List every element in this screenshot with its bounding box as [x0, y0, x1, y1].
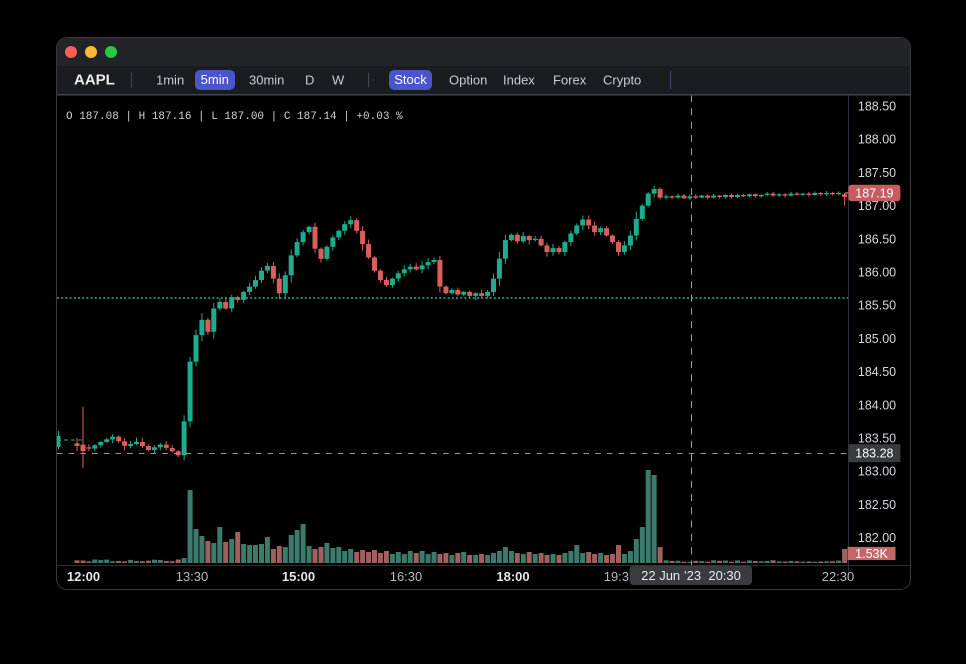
svg-text:183.28: 183.28 [855, 447, 893, 461]
svg-text:12:00: 12:00 [67, 569, 100, 584]
svg-text:185.00: 185.00 [858, 332, 896, 346]
svg-text:186.00: 186.00 [858, 266, 896, 280]
svg-text:22 Jun ’23 20:30: 22 Jun ’23 20:30 [641, 568, 741, 583]
svg-text:15:00: 15:00 [282, 569, 315, 584]
svg-text:188.50: 188.50 [858, 100, 896, 114]
svg-text:188.00: 188.00 [858, 133, 896, 147]
svg-text:182.00: 182.00 [858, 531, 896, 545]
svg-text:183.00: 183.00 [858, 465, 896, 479]
svg-text:18:00: 18:00 [496, 569, 529, 584]
svg-text:182.50: 182.50 [858, 498, 896, 512]
svg-text:187.19: 187.19 [855, 187, 893, 201]
svg-text:186.50: 186.50 [858, 232, 896, 246]
svg-text:O 187.08 | H 187.16 | L 187.00: O 187.08 | H 187.16 | L 187.00 | C 187.1… [66, 111, 403, 123]
svg-text:1.53K: 1.53K [855, 547, 888, 561]
svg-text:187.00: 187.00 [858, 199, 896, 213]
svg-text:13:30: 13:30 [176, 569, 209, 584]
svg-text:19:30: 19:30 [604, 569, 637, 584]
svg-text:187.50: 187.50 [858, 166, 896, 180]
svg-text:16:30: 16:30 [390, 569, 423, 584]
svg-text:22:30: 22:30 [822, 569, 855, 584]
svg-text:183.50: 183.50 [858, 432, 896, 446]
svg-text:184.00: 184.00 [858, 398, 896, 412]
svg-text:184.50: 184.50 [858, 365, 896, 379]
svg-text:185.50: 185.50 [858, 299, 896, 313]
